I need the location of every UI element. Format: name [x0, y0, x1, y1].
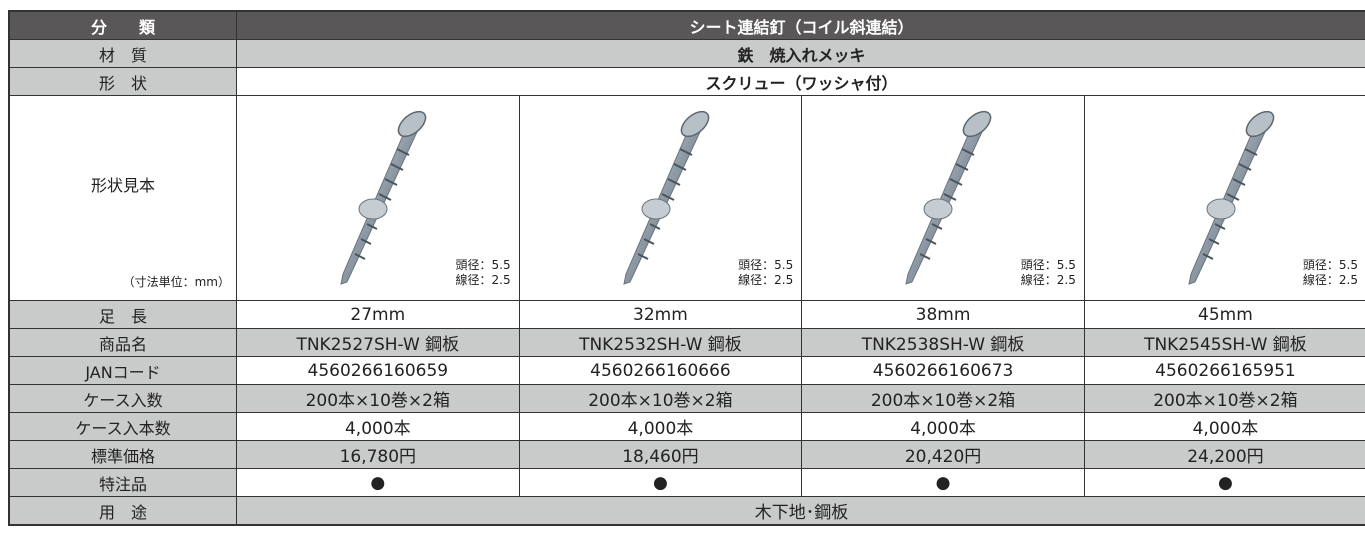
sample-cell: 頭径：5.5 線径：2.5: [1083, 95, 1365, 301]
cell: ●: [518, 468, 803, 497]
wire-diameter: 線径：2.5: [1020, 273, 1076, 287]
cell: 4560266160659: [236, 356, 520, 385]
cell: 200本×10巻×2箱: [1083, 384, 1365, 413]
cell: 200本×10巻×2箱: [518, 384, 803, 413]
head-diameter: 頭径：5.5: [738, 258, 794, 272]
table-row: 用 途木下地･鋼板: [8, 496, 1365, 526]
nail-image: [905, 110, 992, 285]
nail-image: [340, 110, 427, 285]
row-value: 木下地･鋼板: [236, 496, 1365, 526]
cell: 27mm: [236, 300, 520, 329]
row-label: 標準価格: [8, 440, 237, 469]
dimensions: 頭径：5.5 線径：2.5: [738, 258, 793, 288]
cell: 4,000本: [801, 412, 1085, 441]
sample-cell: 頭径：5.5 線径：2.5: [801, 95, 1085, 301]
row-value: スクリュー（ワッシャ付）: [236, 67, 1365, 96]
cell: 4,000本: [518, 412, 803, 441]
cell: TNK2545SH-W 鋼板: [1083, 328, 1365, 357]
sample-row: 形状見本 （寸法単位：mm） 頭径：5.5 線径：2.5 頭径：5.5 線径：2.5 頭径：…: [8, 95, 1365, 301]
wire-diameter: 線径：2.5: [738, 273, 794, 287]
cell: ●: [236, 468, 520, 497]
cell: 20,420円: [801, 440, 1085, 469]
row-label: ケース入数: [8, 384, 237, 413]
unit-note: （寸法単位：mm）: [122, 275, 230, 289]
row-label: 形 状: [8, 67, 237, 96]
cell: TNK2538SH-W 鋼板: [801, 328, 1085, 357]
cell: 4560266160666: [518, 356, 803, 385]
cell: 45mm: [1083, 300, 1365, 329]
table-row: ケース入本数 4,000本 4,000本 4,000本 4,000本: [8, 412, 1365, 441]
table-row: 商品名 TNK2527SH-W 鋼板 TNK2532SH-W 鋼板 TNK2538SH…: [8, 328, 1365, 357]
sample-cell: 頭径：5.5 線径：2.5: [518, 95, 803, 301]
spec-table: 分 類シート連結釘（コイル斜連結）材 質鉄 焼入れメッキ形 状スクリュー（ワッシ…: [8, 10, 1365, 526]
cell: 16,780円: [236, 440, 520, 469]
cell: 18,460円: [518, 440, 803, 469]
row-label: 用 途: [8, 496, 237, 526]
cell: TNK2527SH-W 鋼板: [236, 328, 520, 357]
head-diameter: 頭径：5.5: [1020, 258, 1076, 272]
cell: ●: [801, 468, 1085, 497]
row-value: 鉄 焼入れメッキ: [236, 39, 1365, 68]
cell: 4560266160673: [801, 356, 1085, 385]
dimensions: 頭径：5.5 線径：2.5: [456, 258, 511, 288]
nail-image: [622, 110, 709, 285]
table-row: 分 類シート連結釘（コイル斜連結）: [8, 10, 1365, 40]
row-label: 形状見本 （寸法単位：mm）: [8, 95, 237, 301]
table-row: 材 質鉄 焼入れメッキ: [8, 39, 1365, 68]
cell: TNK2532SH-W 鋼板: [518, 328, 803, 357]
spec-sheet: 分 類シート連結釘（コイル斜連結）材 質鉄 焼入れメッキ形 状スクリュー（ワッシ…: [8, 10, 1365, 526]
cell: 200本×10巻×2箱: [801, 384, 1085, 413]
cell: 24,200円: [1083, 440, 1365, 469]
table-row: 足 長 27mm 32mm 38mm 45mm: [8, 300, 1365, 329]
cell: 4,000本: [236, 412, 520, 441]
row-label: 材 質: [8, 39, 237, 68]
dimensions: 頭径：5.5 線径：2.5: [1303, 258, 1358, 288]
dimensions: 頭径：5.5 線径：2.5: [1021, 258, 1076, 288]
sample-label: 形状見本: [90, 176, 155, 195]
nail-image: [1188, 110, 1275, 285]
table-row: 特注品 ● ● ● ●: [8, 468, 1365, 497]
wire-diameter: 線径：2.5: [455, 273, 511, 287]
row-label: 分 類: [8, 10, 237, 40]
table-row: ケース入数 200本×10巻×2箱 200本×10巻×2箱 200本×10巻×2箱 20…: [8, 384, 1365, 413]
row-value: シート連結釘（コイル斜連結）: [236, 10, 1365, 40]
cell: 200本×10巻×2箱: [236, 384, 520, 413]
cell: ●: [1083, 468, 1365, 497]
head-diameter: 頭径：5.5: [455, 258, 511, 272]
row-label: 足 長: [8, 300, 237, 329]
cell: 4,000本: [1083, 412, 1365, 441]
row-label: 商品名: [8, 328, 237, 357]
table-row: JANコード 4560266160659 4560266160666 45602661…: [8, 356, 1365, 385]
row-label: 特注品: [8, 468, 237, 497]
wire-diameter: 線径：2.5: [1302, 273, 1358, 287]
cell: 32mm: [518, 300, 803, 329]
cell: 4560266165951: [1083, 356, 1365, 385]
table-row: 形 状スクリュー（ワッシャ付）: [8, 67, 1365, 96]
sample-cell: 頭径：5.5 線径：2.5: [236, 95, 520, 301]
table-row: 標準価格 16,780円 18,460円 20,420円 24,200円: [8, 440, 1365, 469]
row-label: ケース入本数: [8, 412, 237, 441]
cell: 38mm: [801, 300, 1085, 329]
row-label: JANコード: [8, 356, 237, 385]
head-diameter: 頭径：5.5: [1302, 258, 1358, 272]
